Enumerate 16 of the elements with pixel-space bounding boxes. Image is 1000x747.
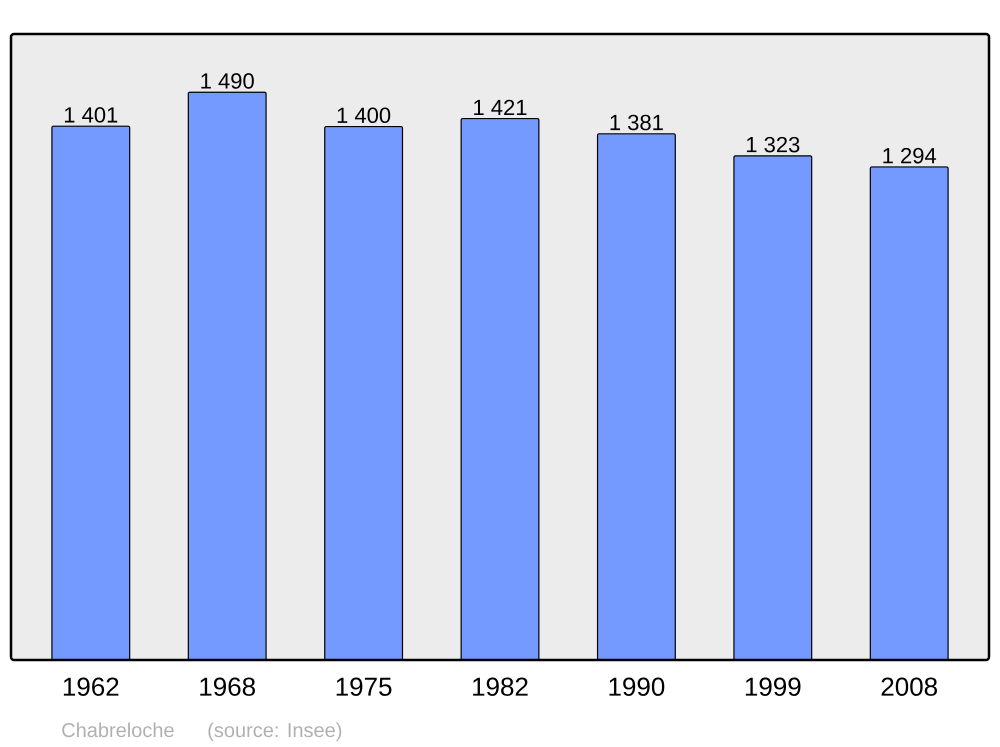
- x-tick-label: 2008: [882, 678, 937, 696]
- data-label: 1 323: [746, 136, 800, 152]
- data-label: 1 381: [610, 114, 663, 130]
- data-label: 1 401: [64, 107, 118, 123]
- x-tick-label: 1968: [200, 678, 255, 696]
- text: (source: Insee): [208, 722, 342, 742]
- x-tick-label: 1990: [609, 678, 664, 696]
- data-label: 1 294: [883, 148, 936, 164]
- x-tick-label: 1982: [473, 678, 528, 696]
- x-tick-label: 1962: [64, 678, 118, 696]
- x-tick-label: 1999: [746, 678, 800, 696]
- data-label: 1 490: [201, 73, 254, 89]
- data-label: 1 400: [338, 107, 390, 124]
- x-tick-label: 1975: [336, 678, 392, 696]
- text: Chabreloche: [62, 722, 174, 738]
- data-label: 1 421: [474, 100, 526, 116]
